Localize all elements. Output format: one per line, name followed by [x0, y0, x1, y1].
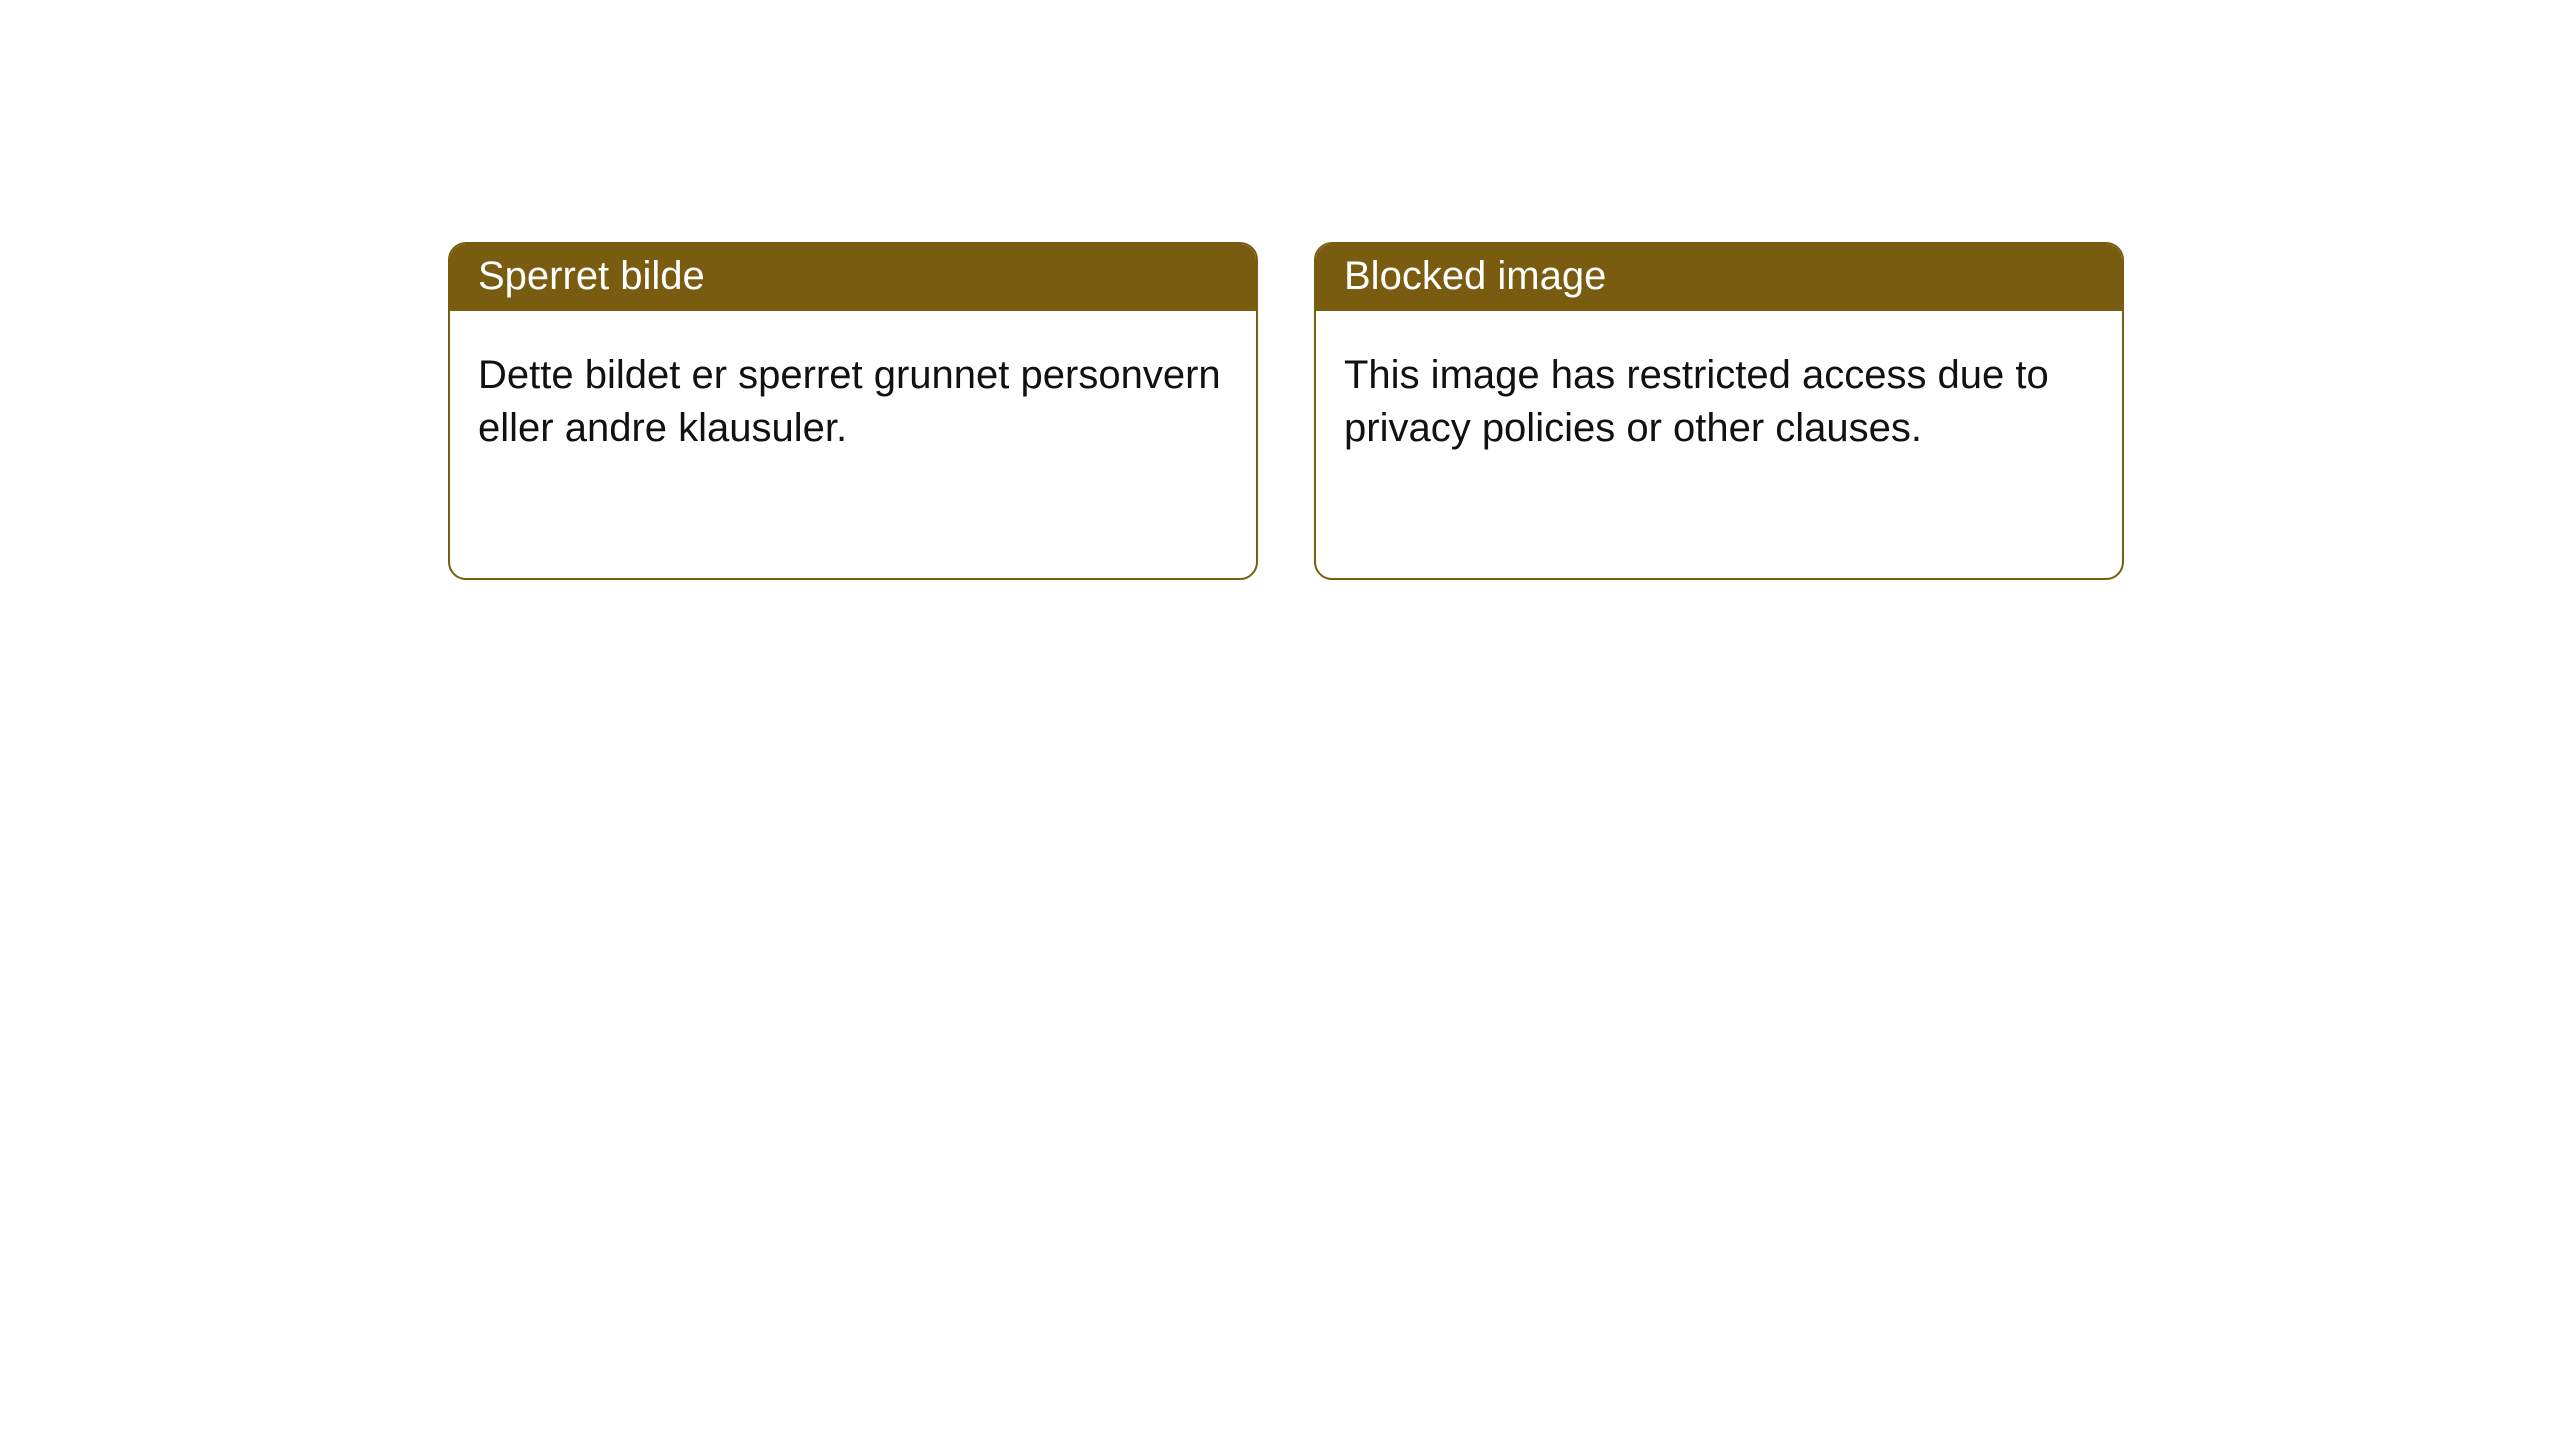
notice-card-norwegian: Sperret bilde Dette bildet er sperret gr… — [448, 242, 1258, 580]
notice-card-english: Blocked image This image has restricted … — [1314, 242, 2124, 580]
notice-card-title: Sperret bilde — [450, 244, 1256, 311]
notice-card-title: Blocked image — [1316, 244, 2122, 311]
notice-container: Sperret bilde Dette bildet er sperret gr… — [0, 0, 2560, 580]
notice-card-body: Dette bildet er sperret grunnet personve… — [450, 311, 1256, 483]
notice-card-body: This image has restricted access due to … — [1316, 311, 2122, 483]
